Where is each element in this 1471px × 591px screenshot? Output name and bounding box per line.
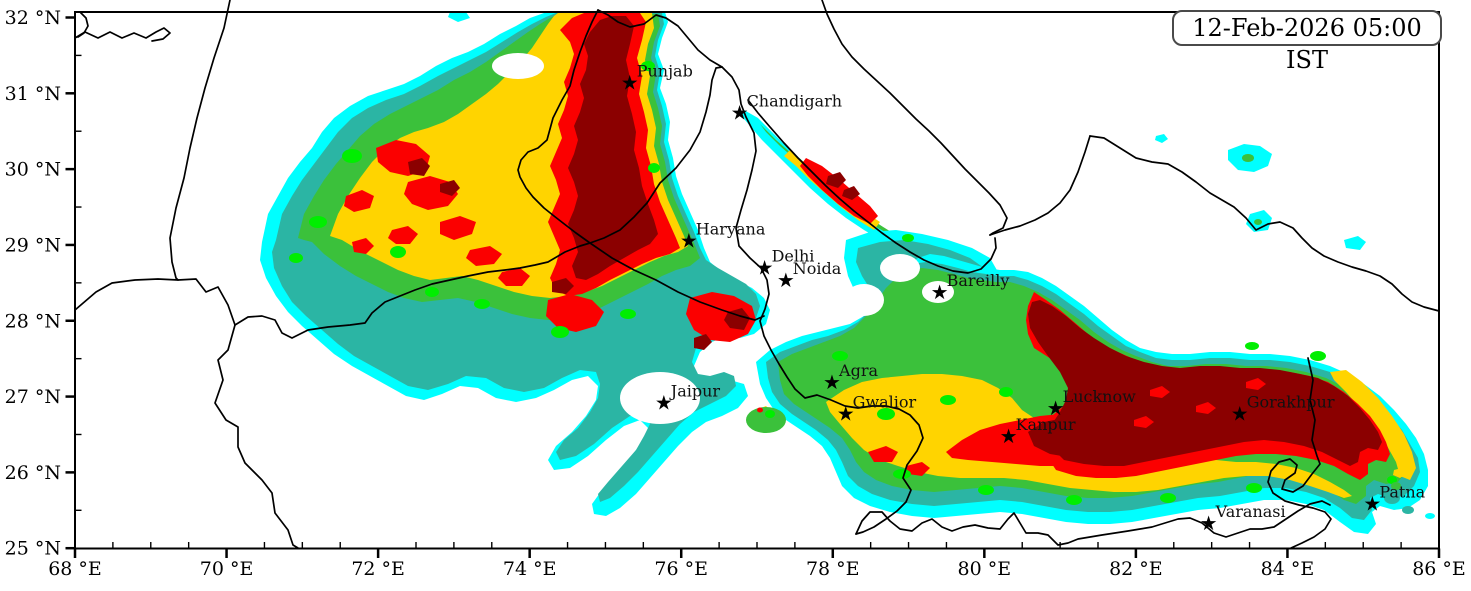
boundary-kashmir-squiggle xyxy=(74,27,171,42)
city-star-icon: ★ xyxy=(777,268,795,292)
fog-region-nw-darkred xyxy=(408,16,750,350)
x-tick-label: 72 °E xyxy=(351,558,405,580)
y-tick-label: 26 °N xyxy=(5,462,61,484)
y-tick-label: 25 °N xyxy=(5,538,61,560)
boundary-nepal-south xyxy=(1089,135,1440,312)
x-tick-label: 76 °E xyxy=(654,558,708,580)
city-label-delhi: Delhi xyxy=(772,247,815,266)
city-label-bareilly: Bareilly xyxy=(947,271,1010,290)
city-star-icon: ★ xyxy=(655,391,673,415)
boundary-rajasthan-northeast xyxy=(234,242,591,339)
city-markers: ★Punjab★Chandigarh★Haryana★Delhi★Noida★B… xyxy=(621,62,1426,535)
x-tick-label: 70 °E xyxy=(200,558,254,580)
fog-clear-holes xyxy=(492,53,954,424)
fog-region-tail-green xyxy=(746,407,786,433)
city-label-varanasi: Varanasi xyxy=(1215,502,1286,521)
city-star-icon: ★ xyxy=(1363,491,1381,515)
boundary-foothills xyxy=(747,99,997,274)
city-star-icon: ★ xyxy=(1200,511,1218,535)
boundary-nepal-west xyxy=(989,135,1091,236)
boundary-haryana-south xyxy=(589,242,765,321)
city-label-agra: Agra xyxy=(838,361,878,380)
city-star-icon: ★ xyxy=(837,401,855,425)
boundary-uttarakhand-west xyxy=(821,0,1008,236)
boundary-west-border xyxy=(169,0,231,281)
city-label-haryana: Haryana xyxy=(696,219,766,238)
city-label-gorakhpur: Gorakhpur xyxy=(1247,392,1335,411)
city-label-gwalior: Gwalior xyxy=(853,392,917,411)
fog-region-patna-green xyxy=(1391,482,1401,490)
boundary-up-mp xyxy=(855,500,1331,546)
city-star-icon: ★ xyxy=(756,256,774,280)
x-tick-label: 80 °E xyxy=(958,558,1012,580)
timestamp-box: 12-Feb-2026 05:00 IST xyxy=(1172,10,1442,74)
y-tick-label: 30 °N xyxy=(5,159,61,181)
y-tick-label: 32 °N xyxy=(5,7,61,29)
city-star-icon: ★ xyxy=(931,280,949,304)
city-star-icon: ★ xyxy=(1047,396,1065,420)
city-star-icon: ★ xyxy=(621,71,639,95)
city-label-patna: Patna xyxy=(1379,482,1425,501)
x-tick-label: 84 °E xyxy=(1261,558,1315,580)
boundary-bihar-river xyxy=(1267,357,1332,549)
city-star-icon: ★ xyxy=(823,370,841,394)
city-label-noida: Noida xyxy=(793,259,842,278)
y-tick-label: 27 °N xyxy=(5,386,61,408)
x-tick-label: 74 °E xyxy=(503,558,557,580)
timestamp-text: 12-Feb-2026 05:00 IST xyxy=(1192,14,1422,74)
city-label-kanpur: Kanpur xyxy=(1016,415,1076,434)
plot-frame xyxy=(74,11,1440,550)
city-label-lucknow: Lucknow xyxy=(1063,387,1137,406)
x-tick-label: 68 °E xyxy=(48,558,102,580)
x-tick-label: 82 °E xyxy=(1109,558,1163,580)
fog-region-patna-yellow xyxy=(1393,468,1406,478)
y-tick-label: 28 °N xyxy=(5,310,61,332)
fog-region-tail-red-speck xyxy=(757,407,763,413)
city-star-icon: ★ xyxy=(731,100,749,124)
fog-region-patna-teal xyxy=(1384,492,1414,514)
boundary-rajasthan-west xyxy=(74,278,236,326)
city-label-punjab: Punjab xyxy=(637,62,693,81)
y-tick-label: 29 °N xyxy=(5,234,61,256)
fog-region-bright-green-accents xyxy=(289,61,1397,505)
fog-region-streak-red xyxy=(800,158,878,224)
x-tick-label: 86 °E xyxy=(1412,558,1466,580)
city-star-icon: ★ xyxy=(1000,424,1018,448)
fog-region-streak-cyan xyxy=(740,110,1002,282)
x-tick-label: 78 °E xyxy=(806,558,860,580)
state-boundaries xyxy=(74,0,1440,549)
fog-region-core-speckles xyxy=(1134,378,1266,428)
city-star-icon: ★ xyxy=(680,228,698,252)
fog-field xyxy=(260,12,1435,534)
fog-region-se-darkred xyxy=(1028,300,1382,466)
city-star-icon: ★ xyxy=(1231,401,1249,425)
city-label-chandigarh: Chandigarh xyxy=(747,91,842,110)
city-label-jaipur: Jaipur xyxy=(669,382,721,401)
boundary-himachal-yamuna xyxy=(597,9,924,535)
boundary-punjab-haryana xyxy=(517,9,723,244)
boundary-rajasthan-south xyxy=(214,324,299,549)
y-tick-label: 31 °N xyxy=(5,83,61,105)
axis-ticks: 68 °E 70 °E 72 °E 74 °E 76 °E 78 °E 80 °E 82 °E… xyxy=(5,7,1466,580)
fog-region-streak-darkred xyxy=(826,172,860,200)
fog-region-ur-green-dots xyxy=(1242,154,1262,225)
